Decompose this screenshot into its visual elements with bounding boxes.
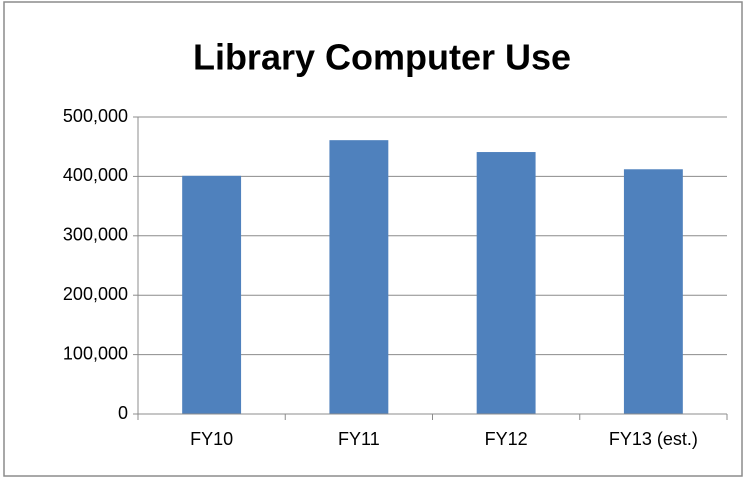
y-tick-label: 0 <box>118 403 128 423</box>
x-tick-label: FY10 <box>190 429 233 449</box>
x-tick-label: FY11 <box>338 429 380 449</box>
bar <box>476 152 536 414</box>
x-tick-label: FY12 <box>485 429 528 449</box>
x-tick-label: FY13 (est.) <box>609 429 698 449</box>
bar <box>623 169 683 414</box>
bar <box>182 175 242 414</box>
y-tick-label: 500,000 <box>63 106 128 126</box>
y-tick-label: 200,000 <box>63 284 128 304</box>
y-tick-label: 300,000 <box>63 225 128 245</box>
y-tick-label: 400,000 <box>63 165 128 185</box>
chart-title: Library Computer Use <box>193 37 571 78</box>
y-tick-label: 100,000 <box>63 343 128 363</box>
bar <box>329 140 389 414</box>
